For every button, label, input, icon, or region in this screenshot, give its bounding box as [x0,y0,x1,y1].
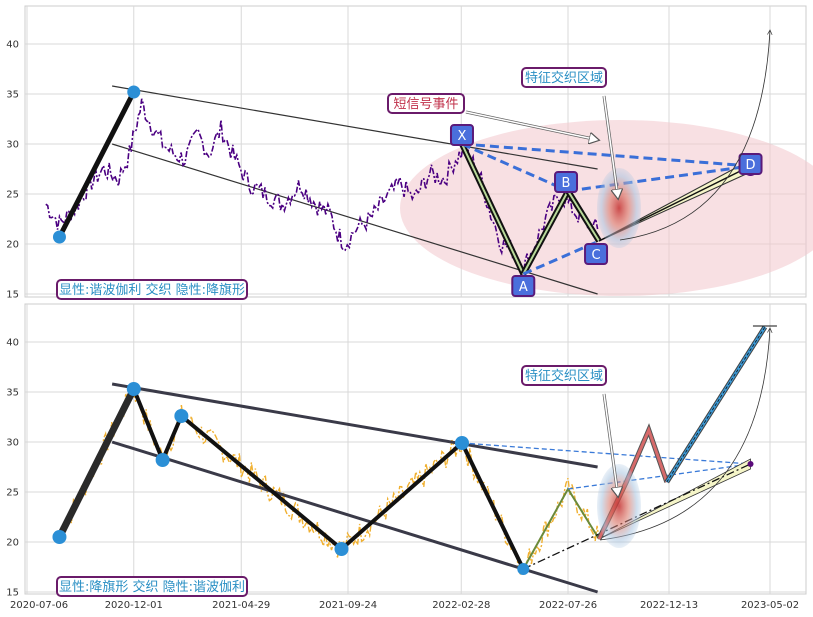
x-tick-label: 2022-07-26 [539,600,597,611]
xabcd-dashed-link [461,142,751,168]
impulse-leg [57,90,136,239]
feature-zone-arrow-bottom [603,393,618,496]
harmonic-leg-highlight [522,190,569,275]
price-line-yellow [58,390,600,578]
short-signal-label: 短信号事件 [393,97,458,112]
y-tick-label: 20 [6,240,19,251]
feature-zone-label-bottom-box [521,365,607,386]
point-label-box [738,153,763,175]
x-tick-label: 2022-12-13 [640,600,698,611]
dashed-link-1 [461,442,751,465]
y-tick-label: 30 [6,438,19,449]
pivot-dot [454,436,469,450]
point-label-C: C [591,248,600,263]
point-label-box [584,243,609,265]
y-tick-label: 30 [6,140,19,151]
pivot-dot [52,530,67,544]
price-line [45,98,599,279]
x-tick-label: 2022-02-28 [432,600,490,611]
x-tick-label: 2020-12-01 [105,600,163,611]
flag-lower-line [111,440,599,594]
y-tick-label: 35 [6,388,19,399]
pivot-dot [334,542,349,556]
feature-zone-arrow [603,95,618,198]
y-tick-label: 20 [6,538,19,549]
short-signal-arrow [465,111,598,140]
flag-upper-line [111,382,598,469]
y-tick-label: 35 [6,90,19,101]
x-tick-label: 2023-05-02 [741,600,799,611]
zigzag-line [131,388,526,570]
bottom-caption-box [56,576,248,597]
x-tick-label: 2021-04-29 [212,600,270,611]
y-tick-label: 25 [6,488,19,499]
point-label-box [449,124,474,146]
plot-area [24,303,807,595]
pivot-dot [174,409,189,423]
bottom-caption: 显性:降旗形 交织 隐性:谐波伽利 [59,579,245,595]
feature-zone-label: 特征交织区域 [525,70,603,86]
feature-zone-label-box [521,67,607,88]
feature-zone-ellipse-bottom [597,464,641,548]
projection-blue-dash [666,326,766,483]
x-axis: 2020-07-06 2020-12-01 2021-04-29 2021-09-24… [10,600,799,611]
projection-arrow-bottom [599,328,770,541]
pivot-high-dot [127,85,141,99]
pivot-dot [517,563,530,575]
dashed-link-2 [567,463,751,490]
top-caption-box [56,279,248,300]
pivot-dot [126,382,141,396]
projection-end-dot [747,461,754,467]
channel-upper-line [112,85,598,170]
pivot-start-dot [52,230,66,244]
point-label-B: B [562,176,571,191]
pivot-dot [155,453,170,467]
dashdot-projection [523,463,751,570]
feature-zone-ellipse [597,168,641,248]
harmonic-leg-highlight [461,143,525,275]
point-label-box [511,275,536,297]
point-label-box [554,171,579,193]
point-label-X: X [458,129,467,144]
xabcd-dashed-link [567,164,751,193]
projection-arrow [619,30,770,241]
channel-lower-line [111,143,598,295]
flagpole-leg [56,387,137,539]
point-label-D: D [746,158,756,173]
y-tick-label: 15 [6,588,19,599]
harmonic-legs-bottom [522,487,600,570]
harmonic-leg-highlight [567,190,600,242]
short-signal-label-box [387,93,465,114]
y-tick-label: 15 [6,290,19,301]
x-tick-label: 2020-07-06 [10,600,68,611]
y-tick-label: 40 [6,40,19,51]
feature-zone-label-bottom: 特征交织区域 [525,368,603,384]
xabcd-dashed-link [461,142,569,193]
x-tick-label: 2021-09-24 [319,600,377,611]
top-caption: 显性:谐波伽利 交织 隐性:降旗形 [59,282,245,298]
y-tick-label: 40 [6,338,19,349]
y-tick-label: 25 [6,190,19,201]
point-label-A: A [519,280,528,295]
